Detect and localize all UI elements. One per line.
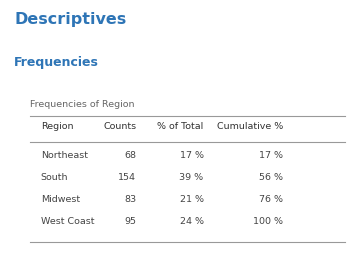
Text: 39 %: 39 %	[179, 173, 204, 182]
Text: 17 %: 17 %	[179, 151, 204, 160]
Text: 83: 83	[124, 195, 136, 204]
Text: Frequencies: Frequencies	[14, 56, 99, 69]
Text: 68: 68	[124, 151, 136, 160]
Text: 76 %: 76 %	[259, 195, 283, 204]
Text: Cumulative %: Cumulative %	[217, 122, 283, 131]
Text: West Coast: West Coast	[41, 217, 94, 226]
Text: 95: 95	[124, 217, 136, 226]
Text: 21 %: 21 %	[179, 195, 204, 204]
Text: 56 %: 56 %	[259, 173, 283, 182]
Text: Counts: Counts	[103, 122, 136, 131]
Text: Northeast: Northeast	[41, 151, 88, 160]
Text: Region: Region	[41, 122, 73, 131]
Text: 154: 154	[118, 173, 136, 182]
Text: Frequencies of Region: Frequencies of Region	[30, 100, 135, 109]
Text: 100 %: 100 %	[253, 217, 283, 226]
Text: Midwest: Midwest	[41, 195, 80, 204]
Text: Descriptives: Descriptives	[14, 12, 126, 27]
Text: 17 %: 17 %	[259, 151, 283, 160]
Text: South: South	[41, 173, 68, 182]
Text: 24 %: 24 %	[179, 217, 204, 226]
Text: % of Total: % of Total	[157, 122, 204, 131]
